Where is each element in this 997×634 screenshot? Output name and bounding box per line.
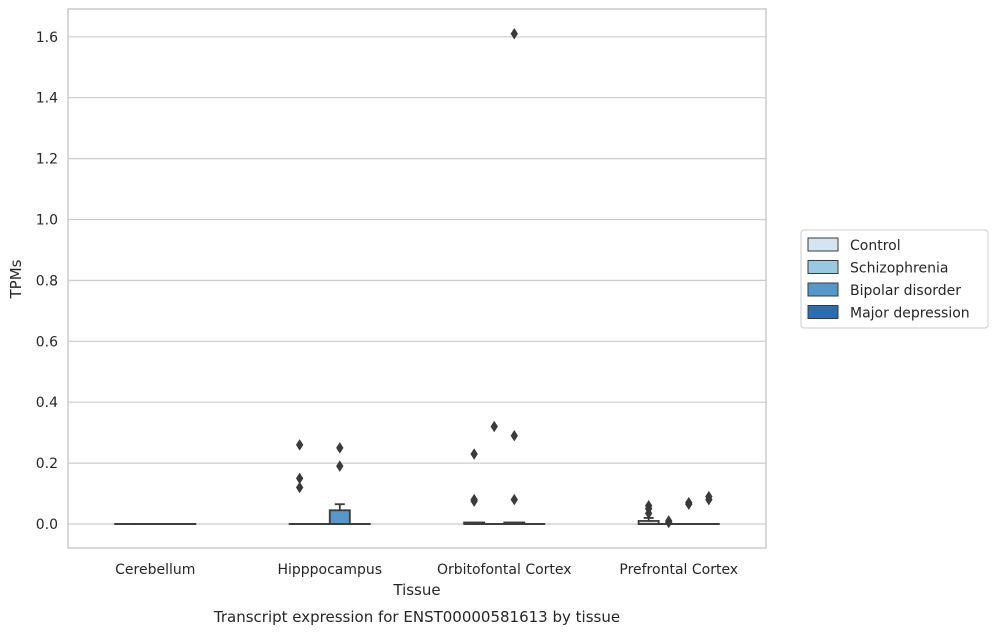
legend: Control Schizophrenia Bipolar disorder Majo… [800, 229, 989, 329]
outlier-point [295, 439, 304, 451]
legend-swatch [807, 305, 839, 319]
x-tick-label: Hipppocampus [277, 562, 382, 578]
y-tick-label: 1.6 [36, 30, 58, 46]
legend-label: Control [850, 238, 901, 254]
box-body [328, 509, 351, 525]
legend-label: Bipolar disorder [850, 283, 961, 299]
chart-caption: Transcript expression for ENST0000058161… [213, 608, 620, 626]
outlier-point [336, 442, 344, 454]
box [503, 28, 526, 525]
box-layer [114, 28, 720, 529]
box [288, 439, 311, 525]
legend-label: Major depression [850, 306, 970, 322]
y-tick-label: 0.8 [36, 273, 58, 289]
x-tick-label: Orbitofontal Cortex [437, 562, 572, 578]
outlier-point [490, 420, 498, 433]
outlier-point [295, 481, 304, 494]
outlier-point [685, 498, 693, 510]
legend-swatch [807, 260, 839, 274]
outlier-point [510, 28, 518, 40]
y-tick-label: 1.4 [36, 91, 58, 107]
y-tick-label: 0.2 [36, 456, 58, 472]
y-tick-label: 1.0 [36, 213, 58, 229]
plot-frame [67, 8, 767, 549]
outlier-point [665, 516, 673, 529]
outlier-point [336, 460, 344, 472]
box [677, 496, 700, 525]
box [637, 499, 660, 525]
y-tick-label: 0.4 [36, 395, 58, 411]
outlier-point [510, 493, 518, 506]
outlier-point [644, 507, 653, 520]
x-axis-label: Tissue [392, 581, 440, 599]
outlier-point [705, 493, 713, 506]
y-axis-ticks: 0.0 0.2 0.4 0.6 0.8 1.0 1.2 1.4 1.6 [36, 30, 58, 533]
outlier-point [470, 448, 478, 460]
x-axis-ticks: Cerebellum Hipppocampus Orbitofontal Corte… [115, 562, 738, 578]
y-tick-label: 0.0 [36, 517, 58, 533]
x-tick-label: Prefrontal Cortex [619, 562, 738, 578]
legend-label: Schizophrenia [850, 261, 948, 277]
y-tick-label: 0.6 [36, 334, 58, 350]
legend-swatch [807, 237, 839, 252]
box [697, 490, 720, 525]
x-tick-label: Cerebellum [115, 562, 195, 578]
legend-items: Control Schizophrenia Bipolar disorder Majo… [807, 237, 970, 322]
grid-lines [68, 36, 766, 525]
outlier-point [510, 429, 518, 442]
outlier-point [470, 495, 478, 507]
box [657, 515, 680, 529]
legend-frame [800, 229, 989, 329]
box [483, 420, 506, 525]
box [328, 442, 351, 525]
box [463, 448, 486, 525]
y-tick-label: 1.2 [36, 152, 58, 168]
legend-swatch [807, 282, 839, 297]
y-axis-label: TPMs [7, 259, 25, 299]
